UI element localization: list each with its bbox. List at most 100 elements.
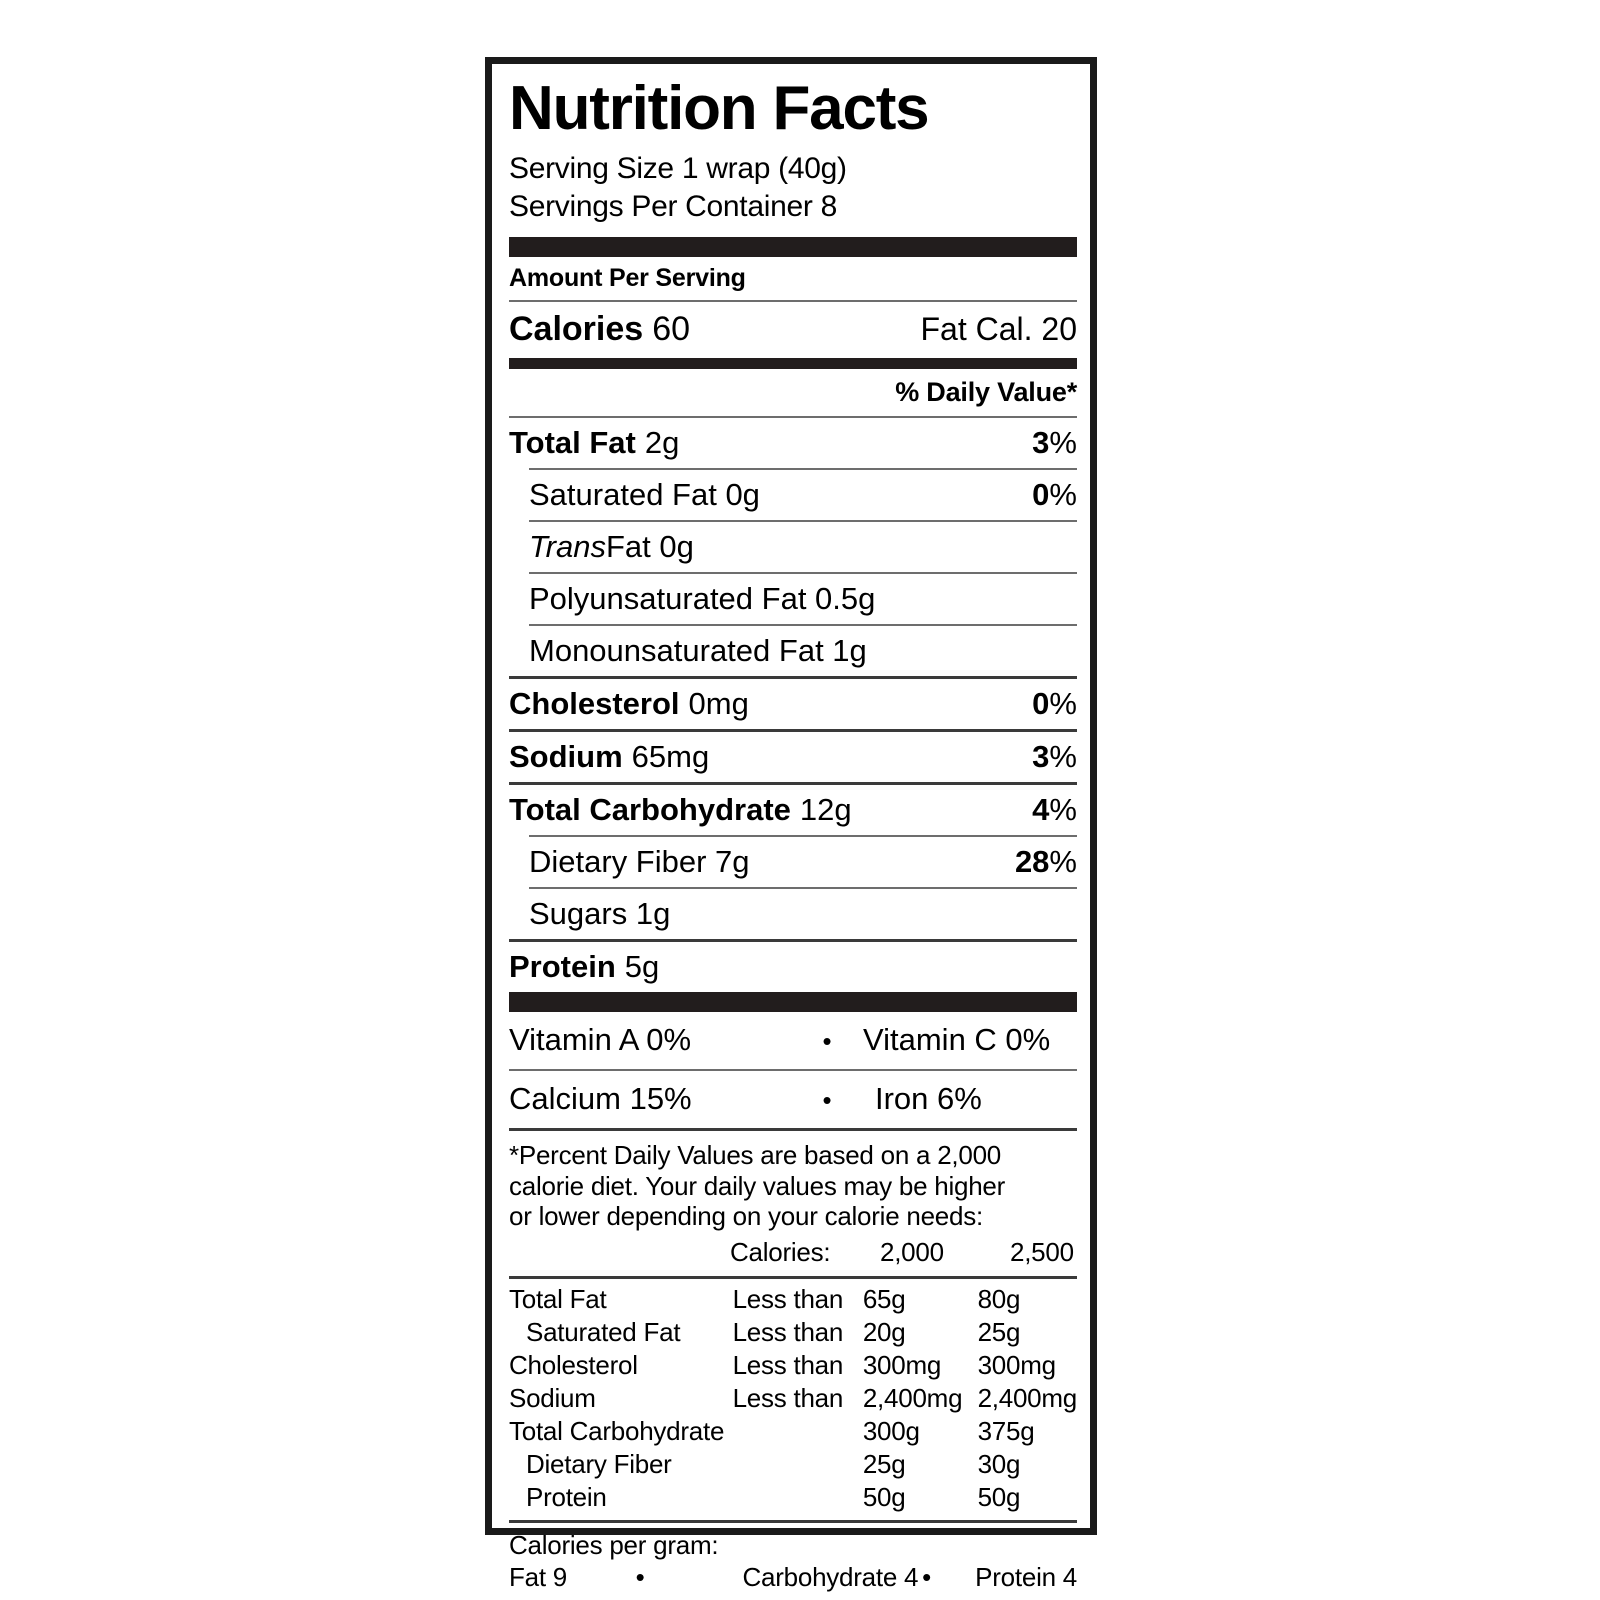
calories-per-gram-block: Calories per gram: Fat 9 • Carbohydrate … [509,1523,1077,1593]
nutrient-row-trans-fat: Trans Fat 0g [509,522,1077,572]
row-name: Saturated Fat [526,1317,681,1348]
footnote-line-1: *Percent Daily Values are based on a 2,0… [509,1139,1002,1170]
iron: Iron 6% [875,1080,982,1116]
nutrient-name: Fat 0g [605,528,694,564]
divider-hairline [509,415,1077,418]
serving-info: Serving Size 1 wrap (40g) Servings Per C… [509,150,1077,226]
divider-thick-vitamins [509,991,1077,1012]
nutrient-amount: 2g [644,424,680,460]
row-value-2000: 300mg [862,1350,942,1381]
row-value-2000: 2,400mg [862,1383,963,1414]
cpg-protein: Protein 4 [975,1562,1077,1593]
nutrient-amount: 5g [624,948,660,984]
nutrient-name: Saturated Fat 0g [529,476,760,512]
table-row: Total Carbohydrate 300g 375g [509,1415,1077,1448]
nutrient-row-protein: Protein 5g [509,942,1077,992]
row-value-2000: 300g [862,1416,920,1447]
divider-thin [509,938,1077,942]
nutrient-name: Total Fat [509,424,636,460]
row-less-than: Less than [732,1284,844,1315]
daily-value-header: % Daily Value* [895,376,1077,407]
row-value-2000: 25g [862,1449,906,1480]
nutrient-daily-value: 3% [1032,738,1077,774]
nutrient-name-italic: Trans [529,528,606,564]
divider-hairline [509,299,1077,302]
serving-size: Serving Size 1 wrap (40g) [509,152,847,185]
row-value-2500: 25g [977,1317,1021,1348]
divider-hairline [529,519,1077,522]
divider-table-bottom [509,1520,1077,1524]
divider-hairline [529,467,1077,470]
nutrient-row-polyunsaturated-fat: Polyunsaturated Fat 0.5g [509,574,1077,624]
row-value-2500: 375g [977,1416,1035,1447]
divider-thin [509,728,1077,732]
footnote-line-3: or lower depending on your calorie needs… [509,1201,983,1232]
nutrient-row-dietary-fiber: Dietary Fiber 7g 28% [509,837,1077,887]
row-less-than: Less than [732,1383,844,1414]
nutrient-daily-value: 28% [1014,843,1077,879]
table-header-row: Calories: 2,000 2,500 [509,1236,1077,1274]
calories-per-gram-row: Fat 9 • Carbohydrate 4 • Protein 4 [509,1562,1077,1594]
nutrient-row-cholesterol: Cholesterol 0mg 0% [509,679,1077,729]
row-less-than: Less than [732,1350,844,1381]
divider-table-top [509,1276,1077,1280]
nutrient-daily-value: 3% [1032,424,1077,460]
servings-per-container: Servings Per Container 8 [509,189,837,223]
header-2000: 2,000 [880,1237,944,1268]
calories-row: Calories 60 Fat Cal. 20 [509,302,1077,358]
nutrient-row-sugars: Sugars 1g [509,889,1077,939]
calories-per-gram-heading: Calories per gram: [509,1530,719,1561]
vitamin-a: Vitamin A 0% [509,1021,692,1057]
nutrient-amount: 0mg [688,685,749,721]
footnote-line-2: calorie diet. Your daily values may be h… [509,1170,1006,1201]
row-name: Total Carbohydrate [509,1416,725,1447]
divider-hairline [529,623,1077,626]
daily-values-rows: Total Fat Less than 65g 80g Saturated Fa… [509,1283,1077,1514]
row-name: Cholesterol [509,1350,638,1381]
bullet-separator-icon: • [922,1562,931,1593]
header-2500: 2,500 [1010,1237,1074,1268]
nutrient-name: Dietary Fiber 7g [529,843,750,879]
divider-hairline [529,834,1077,837]
bullet-separator-icon: • [635,1562,645,1593]
cpg-fat: Fat 9 [509,1562,567,1593]
cpg-carbohydrate: Carbohydrate 4 [742,1562,919,1593]
row-value-2500: 300mg [977,1350,1057,1381]
daily-values-reference-table: Calories: 2,000 2,500 [509,1236,1077,1274]
row-value-2500: 50g [977,1482,1021,1513]
nutrient-name: Polyunsaturated Fat 0.5g [529,580,876,616]
nutrient-amount: 12g [799,791,852,827]
divider-medium [509,357,1077,369]
fat-calories: Fat Cal. 20 [920,310,1077,347]
nutrient-name: Monounsaturated Fat 1g [529,632,867,668]
nutrient-row-total-fat: Total Fat 2g 3% [509,418,1077,468]
nutrient-name: Cholesterol [509,685,680,721]
header-spacer [509,1236,724,1274]
row-less-than [733,1415,863,1448]
vitamin-c: Vitamin C 0% [863,1021,1051,1057]
nutrient-daily-value: 0% [1032,476,1077,512]
row-name: Protein [526,1482,607,1513]
nutrient-name: Sugars 1g [529,895,671,931]
nutrient-amount: 65mg [631,738,710,774]
nutrient-name: Sodium [509,738,623,774]
nutrient-row-total-carbohydrate: Total Carbohydrate 12g 4% [509,785,1077,835]
table-row: Protein 50g 50g [509,1481,1077,1514]
nutrient-row-sodium: Sodium 65mg 3% [509,732,1077,782]
table-row: Cholesterol Less than 300mg 300mg [509,1349,1077,1382]
divider-hairline [509,1068,1077,1071]
row-less-than: Less than [732,1317,844,1348]
row-value-2500: 80g [977,1284,1021,1315]
vitamin-row-calcium-iron: Calcium 15% • Iron 6% [509,1071,1077,1128]
nutrition-facts-label: Nutrition Facts Serving Size 1 wrap (40g… [485,57,1097,1592]
divider-thin [509,675,1077,679]
calories-value: 60 [652,309,691,348]
row-less-than [733,1448,863,1481]
row-name: Sodium [509,1383,596,1414]
page-title: Nutrition Facts [509,74,930,143]
divider-hairline [529,571,1077,574]
row-value-2000: 65g [862,1284,906,1315]
nutrient-row-monounsaturated-fat: Monounsaturated Fat 1g [509,626,1077,676]
header-calories: Calories: [730,1237,831,1268]
nutrient-name: Protein [509,948,616,984]
